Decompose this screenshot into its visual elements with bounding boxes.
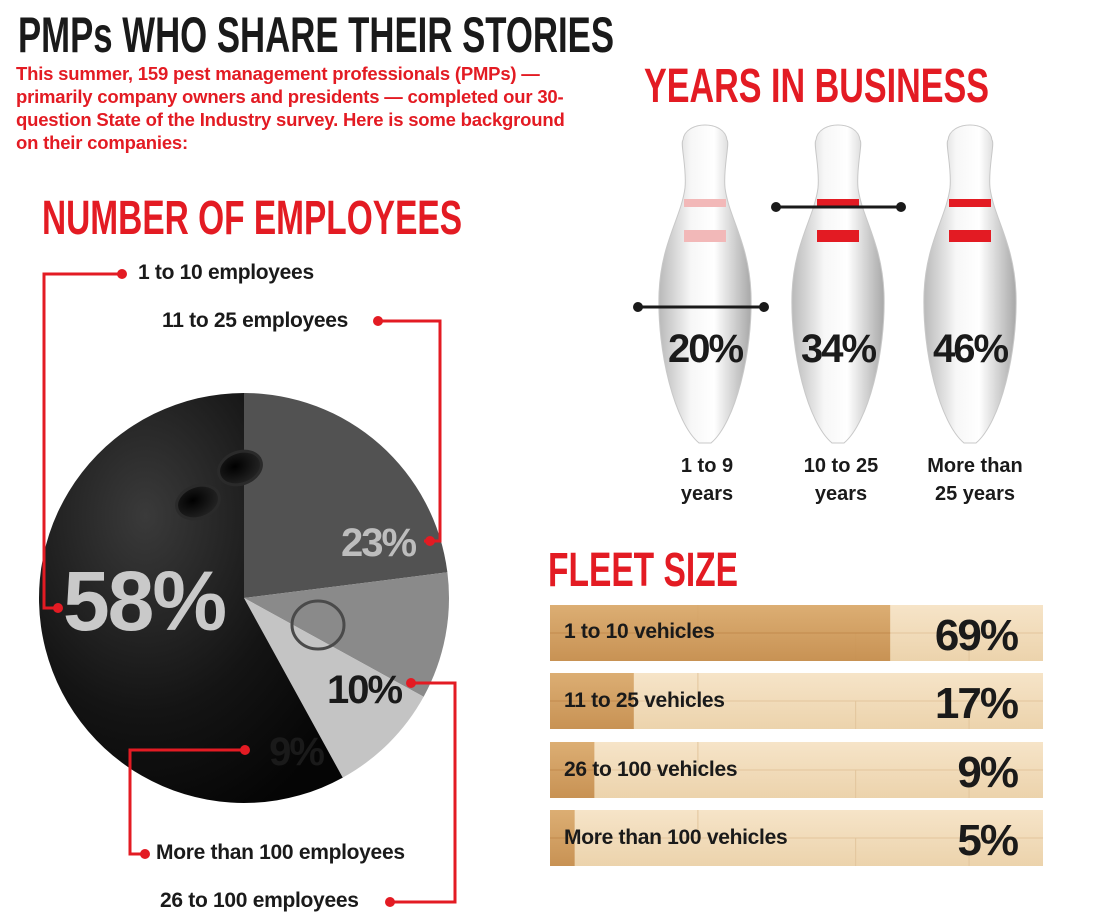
fleet-row: 17%	[550, 673, 1043, 729]
fleet-label-11-to-25: 11 to 25 vehicles	[564, 689, 725, 712]
pin-stripe	[817, 230, 859, 242]
years-label-1-to-9-line1: 1 to 9	[680, 455, 734, 477]
pin-stripe	[684, 230, 726, 242]
pin-body	[923, 124, 1017, 444]
bowling-pin: 20%	[658, 124, 752, 444]
employees-title: NUMBER OF EMPLOYEES	[42, 192, 462, 244]
pin-value-label: 20%	[668, 327, 743, 371]
pin-stripe	[817, 199, 859, 207]
fleet-title: FLEET SIZE	[548, 544, 738, 596]
fleet-value-label: 5%	[957, 816, 1017, 865]
main-title-text: PMPs WHO SHARE THEIR STORIES	[18, 7, 614, 63]
fleet-label-1-to-10: 1 to 10 vehicles	[564, 620, 715, 643]
pin-body	[791, 124, 885, 444]
years-label-10-to-25-line2: years	[814, 483, 868, 505]
fleet-label-26-to-100: 26 to 100 vehicles	[564, 758, 738, 781]
fleet-value-label: 69%	[935, 611, 1018, 660]
pie-value-label: 23%	[341, 521, 416, 565]
employees-pie-chart: 58% 23% 10%9%	[39, 269, 457, 907]
pie-value-label: 9%	[269, 730, 324, 774]
years-label-more-than-25-line2: 25 years	[934, 483, 1016, 505]
pin-stripe	[949, 230, 991, 242]
years-pins-chart: 20% 34% 46%	[633, 124, 1017, 444]
fleet-row: 5%	[550, 810, 1043, 866]
fleet-row: 69%	[550, 605, 1043, 661]
fleet-row: 9%	[550, 742, 1043, 798]
pie-labels: 58% 23% 10%9%	[63, 521, 419, 774]
bowling-pin: 46%	[923, 124, 1017, 444]
emp-label-11-to-25: 11 to 25 employees	[162, 309, 349, 332]
emp-label-1-to-10: 1 to 10 employees	[138, 261, 314, 284]
emp-label-more-than-100: More than 100 employees	[156, 841, 405, 864]
pin-value-label: 46%	[933, 327, 1008, 371]
intro-text: This summer, 159 pest management profess…	[16, 63, 565, 153]
pin-value-label: 34%	[801, 327, 876, 371]
years-label-10-to-25-line1: 10 to 25	[803, 455, 879, 477]
pie-slice-1-to-10	[39, 393, 343, 803]
pie-slice-11-to-25	[244, 393, 448, 598]
pie-leader-dots	[53, 269, 435, 907]
pie-value-label: 10%	[327, 668, 402, 712]
pie-slice-26-to-100	[244, 572, 449, 697]
fleet-title-text: FLEET SIZE	[548, 544, 738, 596]
pin-marker-line	[633, 302, 769, 312]
years-title: YEARS IN BUSINESS	[644, 60, 989, 112]
pin-body	[658, 124, 752, 444]
emp-label-26-to-100: 26 to 100 employees	[160, 889, 359, 912]
pie-slice-more-than-100	[244, 598, 424, 778]
years-label-more-than-25-line1: More than	[927, 455, 1023, 477]
fleet-bar-chart: 69% 17% 9% 5%	[550, 605, 1043, 866]
bowling-pin: 34%	[791, 124, 885, 444]
employees-title-text: NUMBER OF EMPLOYEES	[42, 192, 462, 244]
pin-marker-line	[771, 202, 906, 212]
fleet-value-label: 17%	[935, 679, 1018, 728]
main-title: PMPs WHO SHARE THEIR STORIES	[18, 7, 614, 63]
years-label-1-to-9: 1 to 9 years	[642, 452, 772, 508]
pin-stripe	[949, 199, 991, 207]
years-label-more-than-25: More than 25 years	[910, 452, 1040, 508]
fleet-label-more-than-100: More than 100 vehicles	[564, 826, 788, 849]
ball-finger-holes	[175, 449, 346, 651]
years-label-10-to-25: 10 to 25 years	[776, 452, 906, 508]
years-label-1-to-9-line2: years	[680, 483, 734, 505]
pie-value-label: 58%	[63, 554, 225, 648]
years-title-text: YEARS IN BUSINESS	[644, 60, 989, 112]
fleet-value-label: 9%	[957, 748, 1017, 797]
pin-stripe	[684, 199, 726, 207]
pie-slices	[39, 393, 449, 803]
